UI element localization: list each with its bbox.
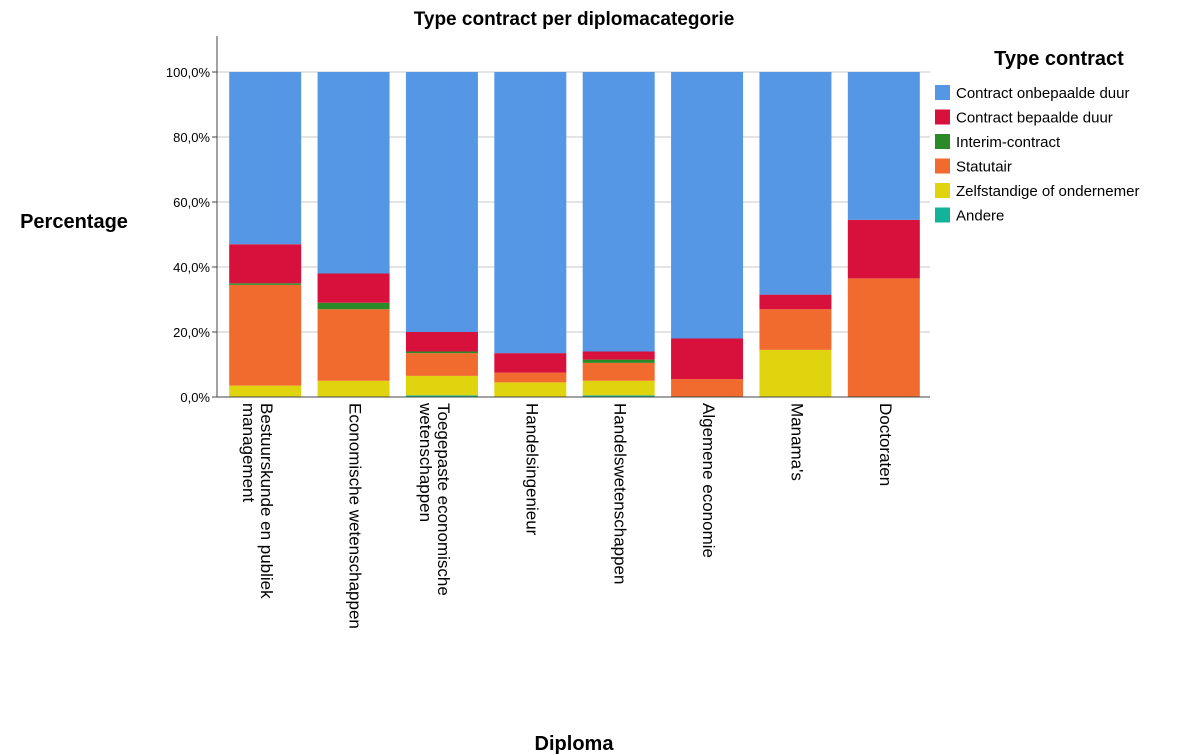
bar-segment-zelfstandige-of-ondernemer — [229, 385, 302, 397]
bar-segment-contract-onbepaalde-duur — [759, 72, 832, 295]
bar-segment-andere — [405, 395, 478, 397]
y-tick-label: 20,0% — [173, 325, 210, 340]
bar-segment-contract-bepaalde-duur — [759, 294, 832, 310]
bar-segment-statutair — [317, 309, 390, 381]
bar-segment-contract-onbepaalde-duur — [582, 72, 655, 352]
bar-segment-contract-bepaalde-duur — [229, 244, 302, 284]
axes — [216, 36, 930, 398]
y-tick-label: 80,0% — [173, 130, 210, 145]
bar-segment-contract-onbepaalde-duur — [317, 72, 390, 274]
bar-segment-interim-contract — [317, 302, 390, 310]
y-axis-title: Percentage — [20, 211, 128, 233]
y-tick-label: 0,0% — [180, 390, 210, 405]
bar-segment-zelfstandige-of-ondernemer — [494, 382, 567, 397]
bar-segment-zelfstandige-of-ondernemer — [317, 380, 390, 397]
x-tick-label-line: Handelswetenschappen — [611, 403, 630, 584]
bar-segment-contract-onbepaalde-duur — [494, 72, 567, 354]
bar-segment-contract-onbepaalde-duur — [405, 72, 478, 332]
x-tick-label-line: management — [239, 403, 258, 503]
bar-segment-interim-contract — [229, 283, 302, 285]
legend-label: Contract bepaalde duur — [956, 110, 1113, 127]
legend-label: Contract onbepaalde duur — [956, 85, 1129, 102]
legend-label: Statutair — [956, 159, 1012, 176]
legend-swatch-contract-bepaalde-duur — [935, 109, 950, 125]
bar-segment-statutair — [671, 379, 744, 397]
x-tick-label-line: Bestuurskunde en publiek — [257, 403, 276, 599]
x-axis-title: Diploma — [535, 733, 615, 755]
bar-segment-interim-contract — [582, 359, 655, 363]
legend-swatch-interim-contract — [935, 134, 950, 149]
x-tick-label: Doctoraten — [876, 403, 895, 486]
bar-segment-contract-onbepaalde-duur — [671, 72, 744, 339]
bar-segment-statutair — [847, 278, 920, 397]
bar-segment-zelfstandige-of-ondernemer — [759, 349, 832, 397]
x-tick-label-line: Handelsingenieur — [522, 403, 541, 536]
bar-segment-statutair — [494, 372, 567, 383]
x-tick-label: Manama's — [787, 403, 806, 481]
bar-segment-statutair — [759, 309, 832, 350]
y-tick-label: 40,0% — [173, 260, 210, 275]
x-tick-label-line: Toegepaste economische — [434, 403, 453, 596]
legend-label: Andere — [956, 208, 1004, 225]
legend-label: Zelfstandige of ondernemer — [956, 183, 1139, 200]
bar-segment-contract-bepaalde-duur — [847, 219, 920, 279]
x-tick-label: Economische wetenschappen — [346, 403, 365, 629]
x-tick-labels: Bestuurskunde en publiekmanagement Econom… — [239, 402, 895, 629]
y-tick-labels: 0,0% 20,0% 40,0% 60,0% 80,0% 100,0% — [166, 65, 217, 405]
bar-segment-contract-bepaalde-duur — [405, 332, 478, 352]
x-tick-label-line: Algemene economie — [699, 403, 718, 558]
x-tick-label: Algemene economie — [699, 403, 718, 558]
x-tick-label: Handelsingenieur — [522, 403, 541, 536]
bar-segment-zelfstandige-of-ondernemer — [405, 375, 478, 396]
legend-swatch-contract-onbepaalde-duur — [935, 85, 950, 100]
bar-segment-statutair — [229, 284, 302, 386]
legend-swatch-statutair — [935, 158, 950, 174]
legend: Type contract Contract onbepaalde duur Co… — [935, 48, 1139, 225]
bar-segment-andere — [582, 395, 655, 397]
legend-swatch-andere — [935, 207, 950, 223]
bar-segment-contract-onbepaalde-duur — [847, 72, 920, 220]
y-tick-label: 60,0% — [173, 195, 210, 210]
bar-segment-statutair — [405, 353, 478, 376]
x-tick-label-line: Economische wetenschappen — [346, 403, 365, 629]
bar-segment-contract-onbepaalde-duur — [229, 72, 302, 245]
bar-segment-zelfstandige-of-ondernemer — [582, 380, 655, 396]
x-tick-label-line: wetenschappen — [416, 402, 435, 522]
legend-title: Type contract — [994, 48, 1124, 70]
bar-segment-contract-bepaalde-duur — [582, 351, 655, 360]
bar-segment-contract-bepaalde-duur — [317, 273, 390, 303]
x-tick-label: Bestuurskunde en publiekmanagement — [239, 403, 276, 599]
x-tick-label: Toegepaste economischewetenschappen — [416, 402, 453, 596]
bar-segment-interim-contract — [405, 351, 478, 354]
bar-segment-contract-bepaalde-duur — [494, 353, 567, 373]
x-tick-label-line: Manama's — [787, 403, 806, 481]
bar-segment-statutair — [582, 362, 655, 381]
bars — [229, 72, 920, 397]
chart-title: Type contract per diplomacategorie — [414, 9, 735, 30]
y-tick-label: 100,0% — [166, 65, 211, 80]
bar-segment-contract-bepaalde-duur — [671, 338, 744, 380]
x-tick-label: Handelswetenschappen — [611, 403, 630, 584]
legend-label: Interim-contract — [956, 134, 1061, 151]
legend-swatch-zelfstandige-of-ondernemer — [935, 183, 950, 198]
x-tick-label-line: Doctoraten — [876, 403, 895, 486]
